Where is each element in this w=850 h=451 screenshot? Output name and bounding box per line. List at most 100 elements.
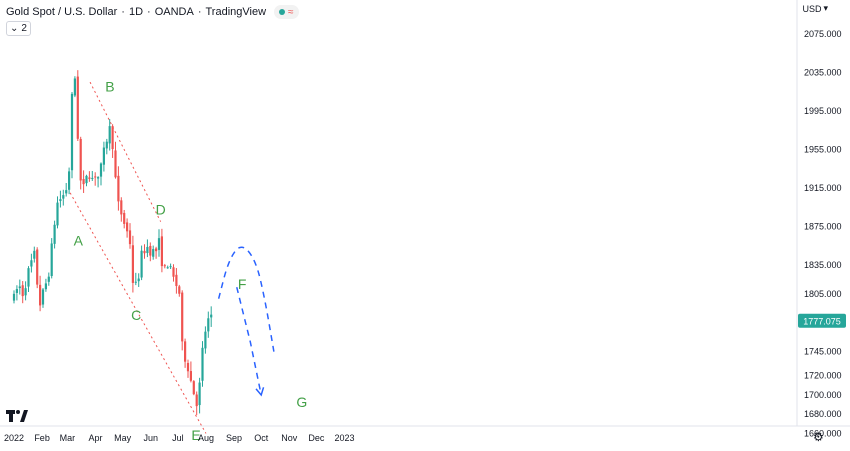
x-tick-label: Sep bbox=[226, 433, 242, 443]
x-tick-label: Jun bbox=[143, 433, 158, 443]
x-tick-label: Mar bbox=[60, 433, 76, 443]
candle bbox=[53, 220, 56, 249]
wave-label-g[interactable]: G bbox=[296, 394, 307, 410]
channel-line-upper[interactable] bbox=[89, 81, 162, 222]
candle bbox=[134, 272, 137, 286]
interval-label[interactable]: 1D bbox=[128, 6, 144, 18]
separator: · bbox=[121, 6, 125, 18]
candle bbox=[70, 91, 74, 179]
chevron-down-icon: ▾ bbox=[823, 3, 828, 13]
last-price-tag bbox=[798, 313, 846, 328]
candle bbox=[88, 171, 91, 182]
y-tick-label: 1955.000 bbox=[804, 145, 842, 155]
candle bbox=[114, 141, 117, 179]
candle bbox=[15, 285, 18, 301]
candle bbox=[123, 209, 126, 229]
wave-label-d[interactable]: D bbox=[156, 202, 166, 218]
indicator-count: 2 bbox=[21, 23, 27, 34]
wave-icon: ≈ bbox=[288, 6, 294, 18]
y-tick-label: 1700.000 bbox=[804, 390, 842, 400]
projection-arrowhead bbox=[255, 387, 265, 397]
broker-label: OANDA bbox=[154, 6, 194, 18]
x-tick-label: Oct bbox=[254, 433, 269, 443]
candle bbox=[59, 190, 62, 208]
candle bbox=[111, 124, 114, 158]
candle bbox=[105, 138, 108, 155]
gear-icon[interactable]: ⚙ bbox=[813, 430, 824, 444]
x-tick-label: Feb bbox=[34, 433, 50, 443]
candle bbox=[152, 245, 155, 260]
candle bbox=[27, 266, 30, 292]
candle bbox=[24, 281, 27, 301]
candle bbox=[198, 377, 201, 414]
y-tick-label: 1875.000 bbox=[804, 222, 842, 232]
projection-arc[interactable] bbox=[217, 246, 275, 352]
candle bbox=[62, 189, 65, 206]
indicators-toggle[interactable]: ⌄ 2 bbox=[6, 21, 31, 36]
chart-legend-header[interactable]: Gold Spot / U.S. Dollar · 1D · OANDA · T… bbox=[6, 4, 299, 20]
x-tick-label: Nov bbox=[281, 433, 298, 443]
currency-label: USD bbox=[802, 3, 822, 14]
y-tick-label: 2075.000 bbox=[804, 29, 842, 39]
candle bbox=[169, 263, 172, 270]
candle bbox=[155, 246, 158, 259]
candle bbox=[181, 290, 184, 351]
wave-label-f[interactable]: F bbox=[238, 276, 247, 292]
candle bbox=[192, 380, 195, 396]
wave-label-a[interactable]: A bbox=[74, 233, 84, 249]
candle bbox=[82, 170, 85, 193]
last-price-label: 1777.075 bbox=[803, 316, 841, 326]
candle bbox=[189, 361, 192, 383]
candle bbox=[146, 239, 149, 258]
candle bbox=[94, 172, 97, 186]
y-tick-label: 1805.000 bbox=[804, 289, 842, 299]
y-tick-label: 1745.000 bbox=[804, 347, 842, 357]
currency-selector[interactable]: USD ▾ bbox=[802, 3, 828, 14]
candle bbox=[56, 196, 59, 229]
candle bbox=[160, 228, 163, 273]
candle bbox=[85, 174, 88, 187]
candle bbox=[149, 242, 152, 262]
y-tick-label: 2035.000 bbox=[804, 68, 842, 78]
candle bbox=[143, 244, 146, 259]
tradingview-logo-icon[interactable] bbox=[6, 408, 28, 424]
wave-label-e[interactable]: E bbox=[191, 427, 200, 443]
candle bbox=[12, 290, 16, 304]
separator: · bbox=[197, 6, 202, 18]
candle bbox=[178, 284, 181, 297]
x-tick-label: Aug bbox=[198, 433, 214, 443]
x-tick-label: 2022 bbox=[4, 433, 24, 443]
x-tick-label: Apr bbox=[88, 433, 102, 443]
candle bbox=[76, 70, 79, 142]
candle bbox=[184, 338, 187, 368]
candle bbox=[33, 246, 36, 263]
x-tick-label: May bbox=[114, 433, 132, 443]
x-tick-label: 2023 bbox=[334, 433, 354, 443]
market-open-dot-icon bbox=[279, 9, 286, 15]
candle bbox=[207, 311, 210, 338]
channel-line-lower[interactable] bbox=[69, 192, 207, 434]
candle bbox=[41, 287, 45, 308]
chevron-down-icon: ⌄ bbox=[10, 23, 19, 34]
candle bbox=[91, 171, 94, 181]
candle bbox=[128, 223, 132, 249]
projection-descent[interactable] bbox=[236, 286, 262, 396]
candle bbox=[172, 264, 175, 282]
x-tick-label: Dec bbox=[308, 433, 325, 443]
candle bbox=[126, 218, 129, 238]
candle bbox=[73, 76, 76, 98]
candle bbox=[163, 263, 166, 269]
y-tick-label: 1995.000 bbox=[804, 106, 842, 116]
candle bbox=[137, 273, 140, 287]
symbol-name[interactable]: Gold Spot / U.S. Dollar bbox=[6, 6, 118, 18]
candle bbox=[50, 238, 53, 279]
wave-label-c[interactable]: C bbox=[131, 307, 141, 323]
candle bbox=[175, 268, 178, 294]
wave-label-b[interactable]: B bbox=[105, 78, 114, 94]
market-status-badge[interactable]: ≈ bbox=[274, 5, 299, 19]
candle bbox=[131, 235, 134, 293]
candle bbox=[97, 176, 100, 188]
